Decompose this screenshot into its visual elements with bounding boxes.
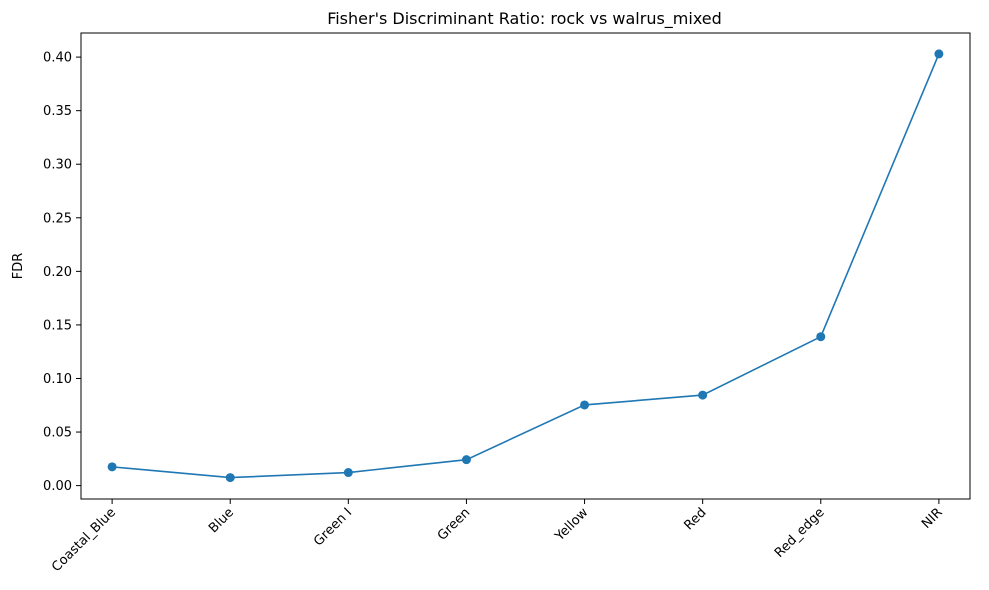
x-axis: Coastal_Blue Blue Green I Green Yellow Red Red… (49, 499, 946, 575)
data-point (580, 400, 590, 410)
x-tick-label: NIR (919, 505, 946, 532)
data-point (107, 462, 117, 472)
y-axis-title: FDR (11, 253, 26, 280)
y-tick-label: 0.40 (43, 51, 72, 66)
y-tick-label: 0.05 (43, 426, 72, 441)
y-axis: 0.00 0.05 0.10 0.15 0.20 0.25 0.30 0.35 0.40 (43, 51, 81, 494)
y-tick-label: 0.30 (43, 158, 72, 173)
y-tick-label: 0.10 (43, 372, 72, 387)
data-point (225, 473, 235, 483)
data-point (343, 468, 353, 478)
x-tick-label: Green (435, 505, 473, 543)
x-tick-label: Yellow (552, 505, 592, 545)
y-tick-label: 0.20 (43, 265, 72, 280)
data-point (816, 332, 826, 342)
x-tick-label: Blue (206, 505, 237, 536)
y-tick-label: 0.25 (43, 211, 72, 226)
y-tick-label: 0.00 (43, 479, 72, 494)
data-point (934, 49, 944, 59)
y-tick-label: 0.35 (43, 104, 72, 119)
data-point (698, 390, 708, 400)
series-group (107, 49, 944, 483)
plot-area-frame (80, 32, 971, 500)
y-tick-label: 0.15 (43, 318, 72, 333)
x-tick-label: Red_edge (772, 505, 828, 561)
data-point (461, 455, 471, 465)
x-tick-label: Coastal_Blue (49, 505, 119, 575)
x-tick-label: Red (681, 505, 709, 533)
series-line (112, 53, 940, 479)
chart-title: Fisher's Discriminant Ratio: rock vs wal… (327, 9, 722, 29)
x-tick-label: Green I (311, 505, 355, 549)
